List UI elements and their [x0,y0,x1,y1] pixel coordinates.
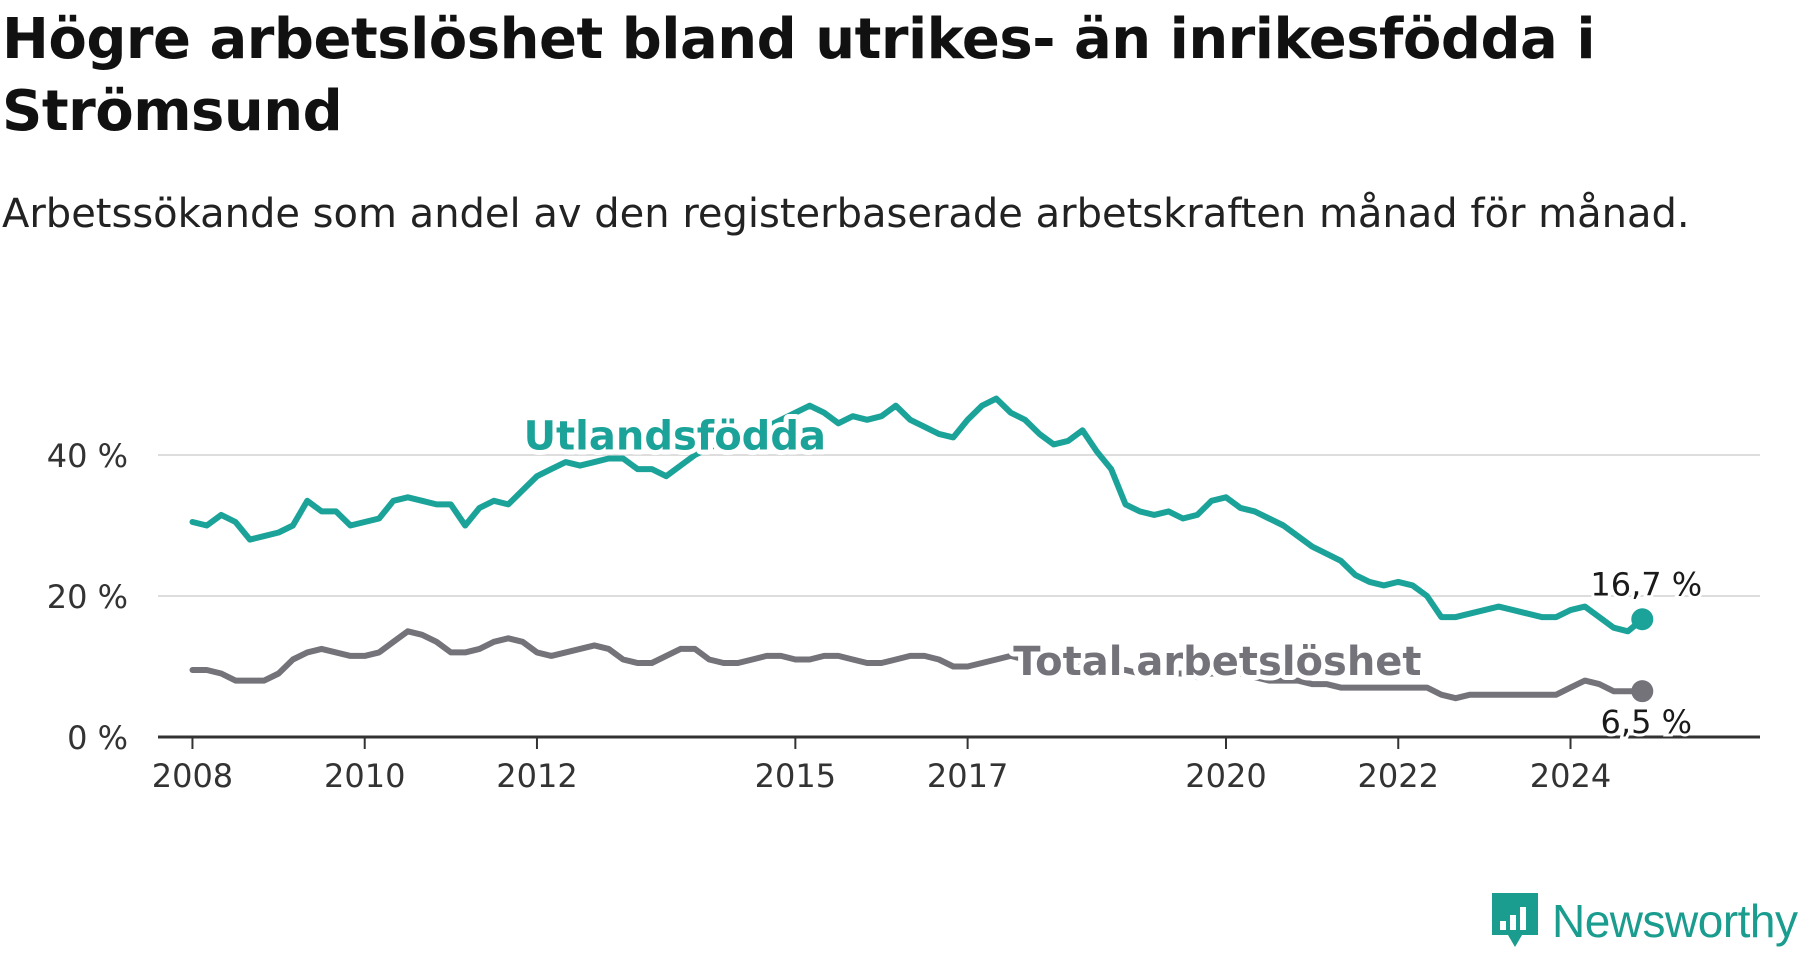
series-name-label: Utlandsfödda [524,413,826,459]
newsworthy-logo-icon [1492,893,1538,947]
x-tick-label: 2022 [1358,757,1439,795]
series-line-total-arbetsl-shet [189,628,1646,702]
newsworthy-brand[interactable]: Newsworthy [1490,888,1798,954]
x-tick-label: 2010 [324,757,405,795]
x-axis-ticks: 2008 2010 2012 2015 2017 2020 2022 2024 [152,737,1611,795]
y-axis-ticks: 0 % 20 % 40 % [47,437,128,757]
series-end-label: 6,5 % [1601,703,1692,741]
gridlines [158,454,1760,739]
series-end-label: 16,7 % [1590,565,1702,603]
chart-subtitle: Arbetssökande som andel av den registerb… [2,191,1690,237]
brand-name: Newsworthy [1552,895,1798,947]
x-tick-label: 2017 [927,757,1008,795]
x-tick-label: 2008 [152,757,233,795]
chart-title: Högre arbetslöshet bland utrikes- än inr… [2,7,1596,144]
series-lines [189,395,1654,703]
series-end-point [1631,608,1654,631]
series-name-label: Total arbetslöshet [1013,639,1421,685]
series-line-utlandsf-dda [189,395,1646,635]
x-tick-label: 2015 [755,757,836,795]
x-tick-label: 2020 [1185,757,1266,795]
x-tick-label: 2012 [496,757,577,795]
y-tick-label: 40 % [47,437,128,475]
series-labels: 16,7 % Utlandsfödda 6,5 % Total arbetslöshe… [519,408,1706,744]
x-tick-label: 2024 [1530,757,1611,795]
y-tick-label: 0 % [67,719,128,757]
y-tick-label: 20 % [47,578,128,616]
series-end-point [1631,680,1654,703]
